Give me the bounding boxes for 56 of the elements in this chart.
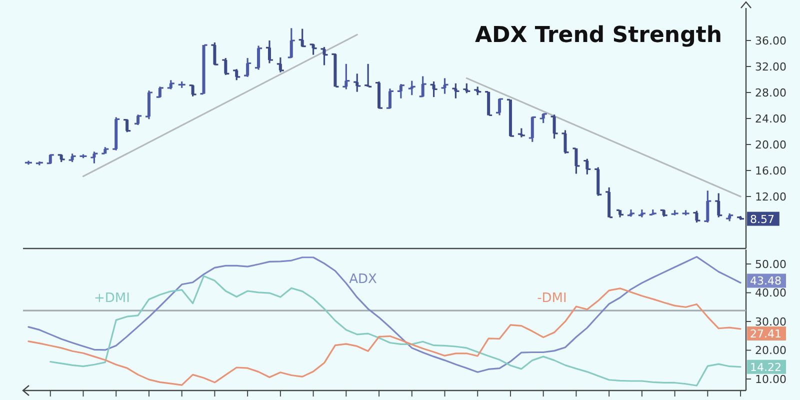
candlestick — [354, 72, 361, 93]
y-tick-label: 10.00 — [755, 373, 786, 386]
candlestick — [233, 68, 240, 81]
data-label: 43.48 — [750, 274, 782, 288]
y-tick-label: 40.00 — [755, 286, 786, 300]
candlestick — [540, 112, 547, 124]
candlestick — [342, 63, 350, 90]
series-label: -DMI — [537, 291, 567, 306]
candlestick — [124, 118, 131, 133]
candlestick — [562, 129, 569, 154]
candlestick — [704, 190, 712, 224]
annotation: 8.57 — [750, 212, 774, 226]
y-tick-label: 32.00 — [755, 60, 786, 74]
candlestick — [386, 88, 394, 110]
line-series — [28, 256, 742, 373]
candlestick — [276, 56, 284, 74]
candlestick — [266, 40, 273, 64]
candlestick — [572, 148, 580, 175]
candlestick — [46, 153, 54, 165]
y-tick-label: 30.00 — [755, 315, 786, 328]
candlestick — [320, 46, 328, 66]
y-tick-label: 12.00 — [755, 190, 786, 204]
candlestick — [244, 57, 252, 78]
candlestick — [189, 84, 196, 98]
candlestick — [288, 27, 295, 59]
series-label: +DMI — [94, 291, 130, 306]
candlestick — [310, 42, 317, 56]
text: ADX Trend Strength — [474, 23, 722, 48]
candlestick — [693, 210, 700, 224]
y-tick-label: 28.00 — [755, 86, 786, 100]
candlestick — [211, 42, 218, 66]
candlestick — [430, 80, 438, 98]
series-label: ADX — [349, 272, 377, 287]
candlestick — [715, 192, 722, 218]
candlestick — [298, 28, 306, 48]
y-tick-label: 24.00 — [755, 112, 786, 126]
candlestick — [167, 79, 174, 90]
candlestick — [156, 86, 164, 98]
y-tick-label: 16.00 — [755, 164, 786, 178]
candlestick — [496, 98, 504, 116]
candlestick — [584, 158, 591, 176]
candlestick — [222, 57, 230, 76]
candlestick — [134, 114, 142, 126]
candlestick — [550, 114, 558, 140]
candlestick — [90, 150, 98, 164]
y-tick-label: 20.00 — [755, 138, 786, 152]
candlestick — [419, 75, 426, 98]
data-label: 14.22 — [750, 360, 782, 374]
candlestick — [255, 44, 262, 71]
candlestick — [397, 83, 404, 100]
y-tick-label: 20.00 — [755, 344, 786, 358]
candlestick — [528, 116, 536, 143]
candlestick — [441, 77, 448, 95]
data-label: 27.41 — [750, 327, 782, 340]
y-tick-label: 50.00 — [755, 258, 786, 271]
y-tick-label: 36.00 — [755, 34, 786, 48]
